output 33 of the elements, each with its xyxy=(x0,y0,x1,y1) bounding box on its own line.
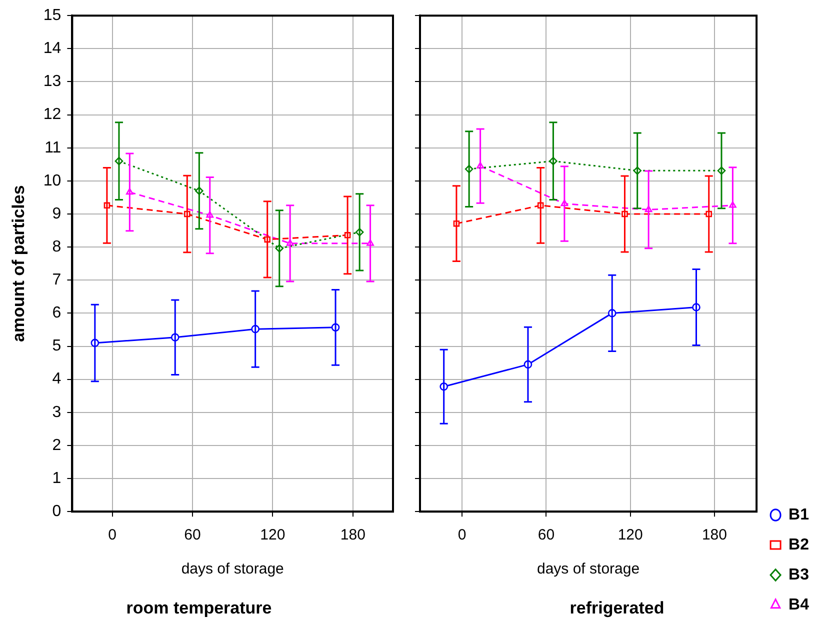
y-tick-label: 0 xyxy=(52,503,62,520)
legend-label: B2 xyxy=(788,536,810,554)
x-tick-label: 180 xyxy=(340,526,366,544)
x-tick-label: 60 xyxy=(538,526,555,544)
x-tick-label: 60 xyxy=(184,526,201,544)
x-tick-label: 0 xyxy=(458,526,466,544)
y-tick-label: 1 xyxy=(52,470,62,487)
x-tick-label: 120 xyxy=(618,526,643,544)
x-tick-label: 180 xyxy=(702,526,727,544)
y-tick-label: 3 xyxy=(52,404,62,421)
x-axis-title: days of storage xyxy=(536,560,640,578)
y-tick-label: 12 xyxy=(43,106,62,124)
legend-label: B3 xyxy=(788,566,810,584)
x-tick-label: 120 xyxy=(260,526,286,544)
y-tick-label: 8 xyxy=(52,238,62,256)
y-tick-label: 13 xyxy=(43,73,62,90)
y-axis-title: amount of particles xyxy=(8,185,28,342)
y-tick-label: 11 xyxy=(44,139,62,156)
y-tick-label: 2 xyxy=(52,436,62,454)
text: room temperature xyxy=(126,598,272,618)
x-axis-title: days of storage xyxy=(181,560,284,578)
y-tick-label: 7 xyxy=(52,272,62,289)
y-tick-label: 5 xyxy=(52,338,62,355)
y-tick-label: 10 xyxy=(43,172,62,190)
legend-label: B4 xyxy=(788,596,810,614)
y-tick-label: 9 xyxy=(52,205,62,222)
y-tick-label: 6 xyxy=(52,304,62,322)
y-tick-label: 4 xyxy=(52,370,62,388)
x-tick-label: 0 xyxy=(108,526,116,544)
y-tick-label: 15 xyxy=(43,7,62,24)
legend-label: B1 xyxy=(788,506,810,524)
text: refrigerated xyxy=(570,598,664,618)
y-tick-label: 14 xyxy=(43,40,62,58)
